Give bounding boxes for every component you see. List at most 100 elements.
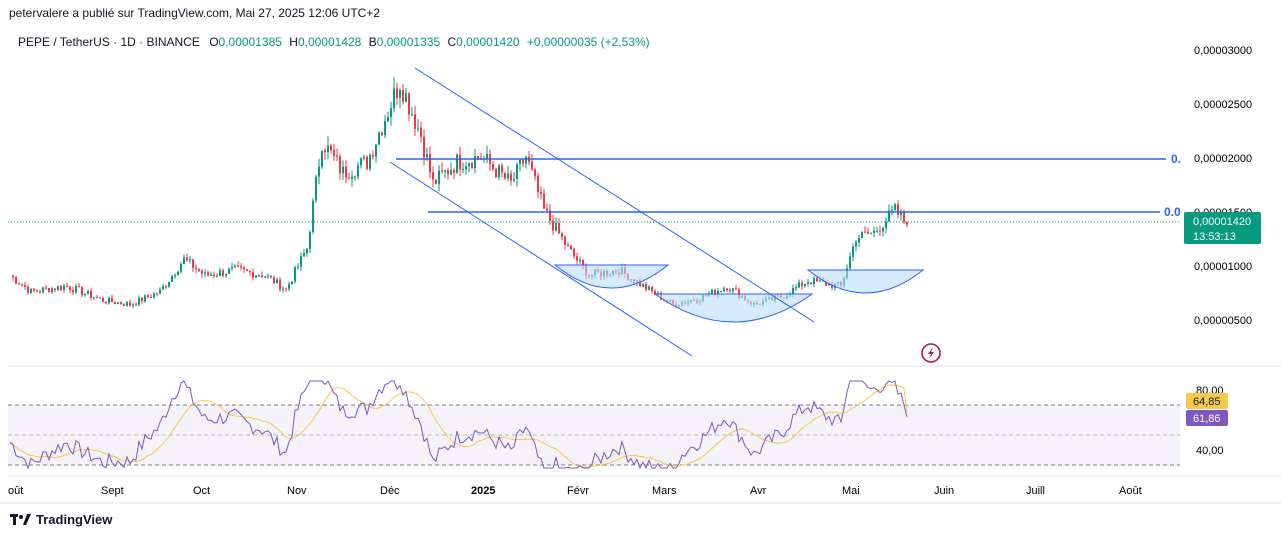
candle [582,259,584,266]
candle [213,274,215,276]
candle [168,281,170,287]
candle [414,114,416,129]
candle [885,221,887,228]
time-axis[interactable]: oût Sept Oct Nov Déc 2025 Févr Mars Avr … [8,485,1142,497]
candle [66,286,68,288]
rounded-bottom [553,264,670,289]
candle [177,271,179,276]
rsi-axis[interactable]: 80,00 40,00 64,85 61,86 [1186,385,1228,457]
candle [786,295,788,299]
candle [594,269,596,276]
candle [27,286,29,293]
candle [375,144,377,157]
candle [846,268,848,279]
published-by: petervalere a publié sur TradingView.com… [9,6,380,20]
candle [222,270,224,276]
candle [726,288,728,291]
candle [60,286,62,290]
rsi-value: 61,86 [1193,413,1221,425]
candle [591,275,593,277]
candle [471,163,473,168]
candle [162,286,164,290]
candle [549,210,551,221]
candle [339,156,341,174]
candle [633,279,635,283]
candle [336,155,338,157]
candle [282,288,284,290]
candle [195,267,197,270]
candle [231,267,233,269]
candle [783,297,785,299]
candle [552,220,554,231]
candle [312,200,314,232]
candle [276,279,278,284]
candle [99,297,101,299]
candle [468,163,470,167]
candle [735,288,737,290]
candle [345,166,347,178]
candle [42,287,44,292]
candle [681,302,683,306]
candle [180,264,182,272]
candle [777,295,779,297]
rsi-pane [8,380,1180,470]
candle [183,257,185,265]
price-axis[interactable]: 0,00003000 0,00002500 0,00002000 0,00001… [1184,45,1261,327]
last-price-badge [1184,212,1261,244]
candle [798,282,800,288]
candle [564,237,566,245]
candle [384,121,386,136]
candle [330,145,332,151]
candle [498,165,500,178]
candle [687,301,689,304]
candle [858,238,860,243]
candle [462,169,464,171]
candle [822,280,824,282]
candle [708,293,710,296]
price-tick: 0,00002000 [1194,153,1252,165]
candle [102,297,104,302]
candle [198,269,200,271]
brand-name[interactable]: TradingView [36,512,113,527]
candle [216,275,218,277]
flash-icon[interactable] [921,343,941,363]
footer: TradingView [10,512,112,527]
price-tick: 0,00003000 [1194,45,1252,57]
candle [432,172,434,180]
candle [852,246,854,257]
candle [606,271,608,276]
candle [825,281,827,286]
time-tick: Nov [287,485,307,497]
candle [429,154,431,173]
time-tick: Déc [380,485,400,497]
candle [30,288,32,293]
candle [477,155,479,159]
rsi-line [9,380,908,470]
candle [642,284,644,287]
candle [630,279,632,281]
candle [474,155,476,168]
candle [648,286,650,290]
candle [402,89,404,102]
candle [210,274,212,276]
candle [744,296,746,301]
candle [357,165,359,177]
level-label-upper: 0. [1171,152,1181,166]
candle [78,286,80,288]
candle [801,282,803,287]
candle [543,193,545,209]
candle [534,169,536,177]
candle [738,289,740,298]
candle [300,256,302,267]
candle [126,302,128,306]
candle [705,295,707,297]
candle [678,305,680,307]
candle [120,302,122,305]
rounded-bottom [806,269,925,294]
symbol-label[interactable]: PEPE / TetherUS · 1D · BINANCE [18,35,200,49]
candle [510,173,512,181]
candle [519,160,521,165]
tradingview-logo-icon[interactable] [10,513,32,527]
candle [456,154,458,173]
